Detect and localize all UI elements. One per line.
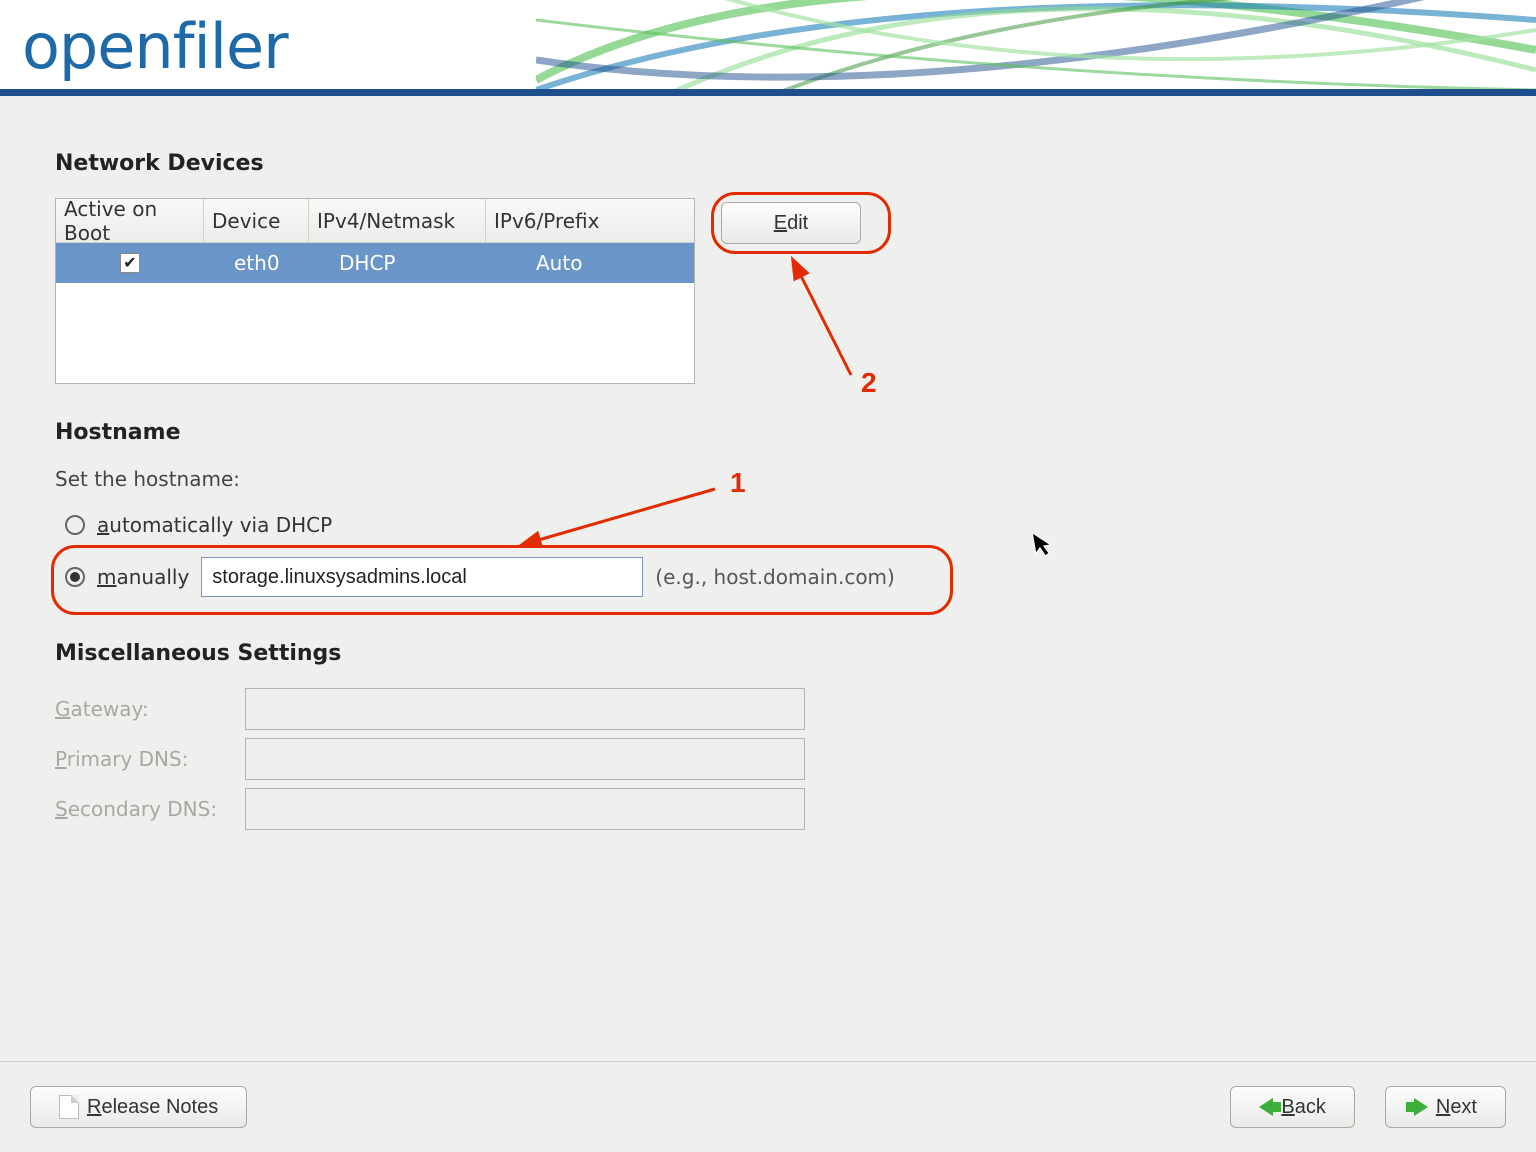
hostname-option-auto[interactable]: automatically via DHCP: [55, 507, 1481, 543]
secondary-dns-label: Secondary DNS:: [55, 797, 245, 821]
hostname-input[interactable]: [201, 557, 643, 597]
header-rule: [0, 89, 1536, 96]
arrow-left-icon: [1259, 1098, 1273, 1116]
next-label-rest: ext: [1450, 1096, 1477, 1118]
release-notes-label-rest: elease Notes: [101, 1096, 218, 1118]
col-device[interactable]: Device: [204, 199, 309, 243]
hostname-option-manual[interactable]: manually (e.g., host.domain.com) 1: [55, 551, 1481, 603]
col-ipv4[interactable]: IPv4/Netmask: [309, 199, 486, 243]
misc-section: Miscellaneous Settings Gateway: Primary …: [55, 641, 1481, 830]
edit-button-label-rest: dit: [787, 212, 808, 234]
main-content: Network Devices Active on Boot Device IP…: [0, 96, 1536, 830]
header-banner: openfiler: [0, 0, 1536, 89]
radio-manual[interactable]: [65, 567, 85, 587]
annotation-number-1: 1: [730, 467, 746, 499]
back-button[interactable]: Back: [1230, 1086, 1354, 1128]
hostname-section: Hostname Set the hostname: automatically…: [55, 420, 1481, 603]
hostname-heading: Hostname: [55, 420, 1481, 445]
gateway-input: [245, 688, 805, 730]
footer-nav: Release Notes Back Next: [0, 1061, 1536, 1152]
primary-dns-input: [245, 738, 805, 780]
radio-auto[interactable]: [65, 515, 85, 535]
page-icon: [59, 1095, 79, 1119]
table-row[interactable]: ✔ eth0 DHCP Auto: [56, 243, 694, 283]
col-ipv6[interactable]: IPv6/Prefix: [486, 199, 694, 243]
back-label-rest: ack: [1295, 1096, 1326, 1118]
col-active-on-boot[interactable]: Active on Boot: [56, 199, 204, 243]
gateway-label: Gateway:: [55, 697, 245, 721]
cell-ipv4: DHCP: [309, 243, 486, 283]
cell-ipv6: Auto: [486, 243, 694, 283]
network-devices-heading: Network Devices: [55, 151, 1481, 176]
primary-dns-label: Primary DNS:: [55, 747, 245, 771]
active-on-boot-checkbox[interactable]: ✔: [120, 253, 140, 273]
arrow-right-icon: [1414, 1098, 1428, 1116]
edit-button[interactable]: Edit: [721, 202, 861, 244]
annotation-number-2: 2: [861, 367, 877, 399]
hostname-hint: (e.g., host.domain.com): [655, 565, 895, 589]
release-notes-button[interactable]: Release Notes: [30, 1086, 247, 1128]
misc-heading: Miscellaneous Settings: [55, 641, 1481, 666]
radio-auto-label: automatically via DHCP: [97, 513, 332, 537]
next-button[interactable]: Next: [1385, 1086, 1506, 1128]
network-devices-table[interactable]: Active on Boot Device IPv4/Netmask IPv6/…: [55, 198, 695, 384]
hostname-instruction: Set the hostname:: [55, 467, 1481, 491]
logo: openfiler: [22, 10, 288, 83]
secondary-dns-input: [245, 788, 805, 830]
decorative-swirl: [536, 0, 1536, 89]
radio-manual-label: manually: [97, 565, 189, 589]
cell-device: eth0: [204, 243, 309, 283]
